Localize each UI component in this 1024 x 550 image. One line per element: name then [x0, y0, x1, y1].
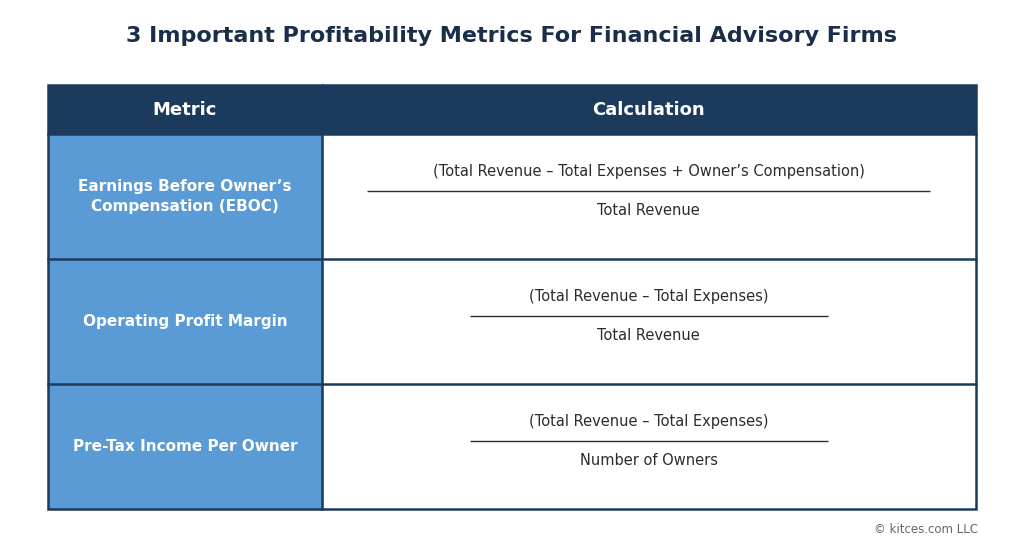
Bar: [322, 384, 976, 509]
Bar: [48, 134, 322, 259]
Bar: [322, 134, 976, 259]
Bar: [48, 85, 976, 134]
Text: Metric: Metric: [153, 101, 217, 119]
Text: Earnings Before Owner’s
Compensation (EBOC): Earnings Before Owner’s Compensation (EB…: [78, 179, 292, 214]
Bar: [48, 259, 322, 384]
Text: © kitces.com LLC: © kitces.com LLC: [873, 523, 978, 536]
Bar: [48, 384, 322, 509]
Text: Pre-Tax Income Per Owner: Pre-Tax Income Per Owner: [73, 439, 297, 454]
Text: Number of Owners: Number of Owners: [580, 453, 718, 468]
Bar: [322, 259, 976, 384]
Text: Total Revenue: Total Revenue: [597, 328, 700, 343]
Bar: [48, 85, 976, 509]
Text: 3 Important Profitability Metrics For Financial Advisory Firms: 3 Important Profitability Metrics For Fi…: [127, 26, 897, 46]
Text: Operating Profit Margin: Operating Profit Margin: [83, 314, 288, 329]
Text: (Total Revenue – Total Expenses): (Total Revenue – Total Expenses): [529, 289, 769, 304]
Text: (Total Revenue – Total Expenses + Owner’s Compensation): (Total Revenue – Total Expenses + Owner’…: [433, 164, 865, 179]
Text: (Total Revenue – Total Expenses): (Total Revenue – Total Expenses): [529, 414, 769, 428]
Text: Calculation: Calculation: [593, 101, 706, 119]
Text: Total Revenue: Total Revenue: [597, 203, 700, 218]
